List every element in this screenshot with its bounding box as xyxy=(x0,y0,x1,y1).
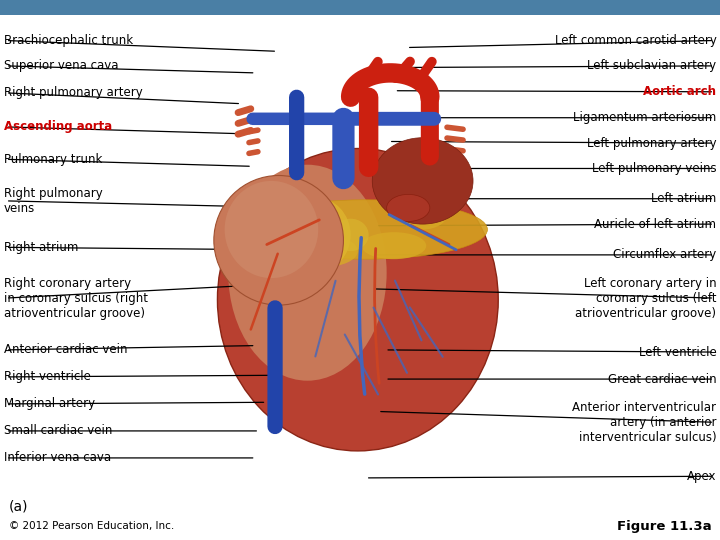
FancyArrowPatch shape xyxy=(359,238,365,394)
FancyArrowPatch shape xyxy=(389,214,456,250)
FancyArrowPatch shape xyxy=(366,62,378,78)
Ellipse shape xyxy=(271,232,315,270)
Ellipse shape xyxy=(217,148,498,451)
Text: Right coronary artery
in coronary sulcus (right
atrioventricular groove): Right coronary artery in coronary sulcus… xyxy=(4,276,148,320)
FancyArrowPatch shape xyxy=(420,62,432,78)
Text: Right atrium: Right atrium xyxy=(4,241,78,254)
FancyArrowPatch shape xyxy=(374,248,379,383)
Ellipse shape xyxy=(214,176,343,305)
Text: Left pulmonary veins: Left pulmonary veins xyxy=(592,162,716,175)
FancyArrowPatch shape xyxy=(410,225,449,245)
Text: Left ventricle: Left ventricle xyxy=(639,346,716,359)
Text: Anterior cardiac vein: Anterior cardiac vein xyxy=(4,343,127,356)
Ellipse shape xyxy=(253,216,304,265)
FancyArrowPatch shape xyxy=(345,334,378,395)
FancyArrowPatch shape xyxy=(395,281,421,340)
FancyArrowPatch shape xyxy=(251,254,278,329)
Text: Great cardiac vein: Great cardiac vein xyxy=(608,373,716,386)
FancyArrowPatch shape xyxy=(238,130,251,134)
FancyArrowPatch shape xyxy=(396,62,410,78)
Text: Anterior interventricular
artery (in anterior
interventricular sulcus): Anterior interventricular artery (in ant… xyxy=(572,401,716,444)
FancyArrowPatch shape xyxy=(249,152,258,153)
Text: Apex: Apex xyxy=(687,470,716,483)
Text: Inferior vena cava: Inferior vena cava xyxy=(4,451,111,464)
FancyArrowPatch shape xyxy=(447,138,463,140)
Text: Left coronary artery in
coronary sulcus (left
atrioventricular groove): Left coronary artery in coronary sulcus … xyxy=(575,276,716,320)
Text: Right ventricle: Right ventricle xyxy=(4,370,91,383)
Text: Auricle of left atrium: Auricle of left atrium xyxy=(595,218,716,231)
Ellipse shape xyxy=(372,138,473,224)
Text: Ascending aorta: Ascending aorta xyxy=(4,120,112,133)
Text: Circumflex artery: Circumflex artery xyxy=(613,248,716,261)
Ellipse shape xyxy=(286,235,358,267)
Text: Aortic arch: Aortic arch xyxy=(644,85,716,98)
FancyArrowPatch shape xyxy=(249,130,258,132)
Text: (a): (a) xyxy=(9,500,28,514)
FancyArrowPatch shape xyxy=(238,119,251,124)
Text: Superior vena cava: Superior vena cava xyxy=(4,59,118,72)
Text: Left common carotid artery: Left common carotid artery xyxy=(554,34,716,47)
Ellipse shape xyxy=(387,194,430,221)
FancyArrowPatch shape xyxy=(447,149,463,151)
FancyArrowPatch shape xyxy=(410,307,443,357)
FancyArrowPatch shape xyxy=(266,220,320,245)
FancyArrowPatch shape xyxy=(374,308,407,373)
Ellipse shape xyxy=(228,165,387,381)
Text: Pulmonary trunk: Pulmonary trunk xyxy=(4,153,102,166)
Text: Left pulmonary artery: Left pulmonary artery xyxy=(587,137,716,150)
Ellipse shape xyxy=(333,219,369,251)
Ellipse shape xyxy=(225,181,318,278)
Text: Right pulmonary
veins: Right pulmonary veins xyxy=(4,187,102,215)
Text: Right pulmonary artery: Right pulmonary artery xyxy=(4,86,143,99)
Text: Left atrium: Left atrium xyxy=(651,192,716,205)
FancyArrowPatch shape xyxy=(447,127,463,129)
Text: © 2012 Pearson Education, Inc.: © 2012 Pearson Education, Inc. xyxy=(9,522,174,531)
Bar xyxy=(0,0,720,15)
Text: Brachiocephalic trunk: Brachiocephalic trunk xyxy=(4,34,132,47)
Text: Marginal artery: Marginal artery xyxy=(4,397,95,410)
FancyArrowPatch shape xyxy=(238,109,251,113)
Ellipse shape xyxy=(361,232,426,259)
FancyArrowPatch shape xyxy=(315,281,336,356)
Ellipse shape xyxy=(397,197,448,230)
Text: Figure 11.3a: Figure 11.3a xyxy=(617,520,711,533)
Text: Ligamentum arteriosum: Ligamentum arteriosum xyxy=(573,111,716,124)
FancyArrowPatch shape xyxy=(249,141,258,143)
Ellipse shape xyxy=(279,197,351,273)
Ellipse shape xyxy=(243,200,487,259)
Text: Small cardiac vein: Small cardiac vein xyxy=(4,424,112,437)
Ellipse shape xyxy=(279,205,336,243)
Text: Left subclavian artery: Left subclavian artery xyxy=(588,59,716,72)
